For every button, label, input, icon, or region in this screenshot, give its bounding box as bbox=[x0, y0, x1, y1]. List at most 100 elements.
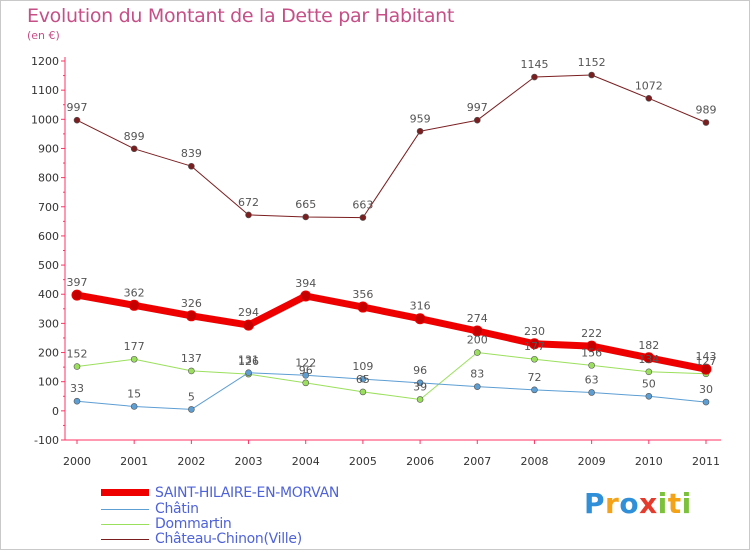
data-point bbox=[586, 340, 598, 352]
logo-letter: i bbox=[657, 487, 668, 520]
legend-swatch-saint-hilaire bbox=[101, 489, 149, 496]
data-label: 362 bbox=[124, 286, 145, 299]
data-label: 96 bbox=[413, 364, 427, 377]
data-point bbox=[73, 397, 81, 405]
data-label: 356 bbox=[352, 288, 373, 301]
y-tick-label: 900 bbox=[38, 142, 59, 155]
data-label: 72 bbox=[527, 371, 541, 384]
data-label: 672 bbox=[238, 196, 259, 209]
y-tick-label: 300 bbox=[38, 317, 59, 330]
y-tick-label: 1000 bbox=[31, 113, 59, 126]
data-label: 230 bbox=[524, 325, 545, 338]
data-point bbox=[700, 363, 712, 375]
data-label: 152 bbox=[67, 348, 88, 361]
data-label: 137 bbox=[181, 352, 202, 365]
data-label: 83 bbox=[470, 368, 484, 381]
data-point bbox=[73, 363, 81, 370]
data-label: 126 bbox=[238, 355, 259, 368]
logo-letter: t bbox=[667, 487, 682, 520]
y-tick-label: 100 bbox=[38, 376, 59, 389]
data-point bbox=[245, 369, 252, 376]
data-label: 997 bbox=[67, 101, 88, 114]
data-label: 665 bbox=[295, 198, 316, 211]
data-point bbox=[188, 162, 195, 170]
data-label: 131 bbox=[238, 354, 259, 367]
data-point bbox=[645, 392, 653, 400]
chart-subtitle: (en €) bbox=[27, 29, 60, 42]
data-point bbox=[416, 379, 424, 387]
y-tick-label: 500 bbox=[38, 259, 59, 272]
x-tick-label: 2000 bbox=[63, 455, 91, 468]
data-point bbox=[702, 398, 710, 406]
data-label: 96 bbox=[299, 364, 313, 377]
data-point bbox=[73, 116, 81, 124]
data-label: 394 bbox=[295, 277, 316, 290]
data-label: 177 bbox=[524, 340, 545, 353]
data-label: 182 bbox=[638, 339, 659, 352]
logo-letter: i bbox=[681, 487, 692, 520]
series-line-2 bbox=[76, 352, 707, 400]
data-label: 50 bbox=[642, 377, 656, 390]
data-label: 127 bbox=[696, 355, 717, 368]
y-tick-label: 700 bbox=[38, 201, 59, 214]
data-point bbox=[302, 213, 310, 221]
data-point bbox=[414, 313, 426, 325]
data-point bbox=[471, 325, 483, 337]
chart-axes: -100 0 100 200 300 400 500 600 700 800 900 1000 1100… bbox=[31, 55, 721, 468]
data-label: 39 bbox=[413, 380, 427, 393]
logo-letter: P bbox=[584, 487, 606, 520]
y-tick-label: 1200 bbox=[31, 55, 59, 68]
data-point bbox=[302, 379, 310, 387]
logo-letter: r bbox=[605, 487, 620, 520]
legend-label-chatin: Châtin bbox=[155, 501, 199, 517]
data-label: 989 bbox=[696, 104, 717, 117]
data-point bbox=[528, 338, 540, 350]
data-point bbox=[188, 406, 195, 413]
x-tick-label: 2001 bbox=[120, 455, 148, 468]
data-point bbox=[128, 299, 140, 311]
legend-swatch-chateau-chinon bbox=[101, 539, 149, 540]
data-label: 143 bbox=[696, 350, 717, 363]
data-label: 65 bbox=[356, 373, 370, 386]
data-point bbox=[588, 389, 595, 396]
data-point bbox=[702, 119, 710, 126]
data-point bbox=[645, 368, 653, 376]
y-tick-label: 1100 bbox=[31, 84, 59, 97]
data-point bbox=[531, 386, 538, 394]
data-label: 294 bbox=[238, 306, 259, 319]
legend-item-dommartin: Dommartin bbox=[101, 516, 401, 532]
data-label: 134 bbox=[638, 353, 659, 366]
data-label: 1145 bbox=[520, 58, 548, 71]
legend-label-chateau-chinon: Château-Chinon(Ville) bbox=[155, 531, 302, 547]
data-point bbox=[359, 214, 367, 221]
x-tick-label: 2003 bbox=[235, 455, 263, 468]
data-label: 33 bbox=[70, 382, 84, 395]
data-point bbox=[130, 145, 138, 153]
y-tick-label: 200 bbox=[38, 347, 59, 360]
data-point bbox=[357, 301, 369, 313]
data-point bbox=[531, 355, 538, 363]
data-point bbox=[359, 375, 367, 383]
legend-item-chatin: Châtin bbox=[101, 501, 401, 517]
legend-label-dommartin: Dommartin bbox=[155, 516, 232, 532]
data-point bbox=[416, 396, 424, 403]
legend-item-chateau-chinon: Château-Chinon(Ville) bbox=[101, 531, 401, 547]
data-label: 997 bbox=[467, 101, 488, 114]
data-point bbox=[302, 371, 310, 379]
data-label: 200 bbox=[467, 334, 488, 347]
y-tick-label: 800 bbox=[38, 172, 59, 185]
data-point bbox=[130, 403, 138, 410]
data-label: 899 bbox=[124, 130, 145, 143]
logo-letter: o bbox=[619, 487, 640, 520]
series-line-3 bbox=[76, 74, 707, 219]
x-tick-label: 2010 bbox=[635, 455, 663, 468]
data-label: 839 bbox=[181, 147, 202, 160]
data-point bbox=[359, 388, 367, 396]
data-point bbox=[473, 116, 481, 124]
data-point bbox=[71, 289, 83, 301]
legend-item-saint-hilaire: SAINT-HILAIRE-EN-MORVAN bbox=[101, 485, 401, 501]
data-point bbox=[130, 355, 138, 363]
x-tick-label: 2002 bbox=[177, 455, 205, 468]
logo-letter: x bbox=[639, 487, 658, 520]
